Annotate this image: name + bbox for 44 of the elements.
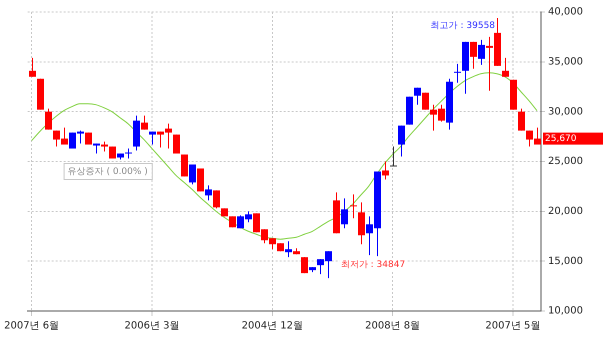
annotation: 최저가 : 34847 <box>340 260 406 270</box>
candlestick <box>189 164 196 185</box>
candlestick <box>101 141 108 152</box>
candlestick <box>422 92 429 110</box>
y-tick-label: 35,000 <box>548 56 583 68</box>
candlestick <box>470 41 477 70</box>
annotation: 최고가 : 39558 <box>430 20 496 31</box>
x-tick-label: 2004년 12월 <box>242 320 303 332</box>
candlestick <box>358 202 365 245</box>
x-tick-label: 2008년 8월 <box>365 320 420 332</box>
candlestick <box>125 148 132 160</box>
candlestick <box>93 143 100 154</box>
candlestick <box>285 240 292 258</box>
text: 25,670 <box>545 134 577 144</box>
y-tick-label: 10,000 <box>548 306 583 317</box>
x-tick-label: 2007년 6월 <box>4 320 60 332</box>
candlestick <box>398 125 405 158</box>
candlestick <box>213 190 220 209</box>
candlestick <box>478 39 485 66</box>
y-tick-label: 30,000 <box>548 106 583 118</box>
x-tick-label: 2007년 5월 <box>485 320 540 332</box>
candlestick <box>149 131 156 146</box>
candlestick <box>141 115 148 130</box>
candlestick <box>454 63 461 84</box>
candlestick <box>382 161 389 180</box>
candlestick <box>350 194 357 219</box>
x-tick-label: 2006년 3월 <box>124 320 180 332</box>
candlestick <box>502 57 509 78</box>
candlestick <box>197 168 204 192</box>
candlestick <box>518 108 525 132</box>
y-tick-label: 20,000 <box>548 206 583 217</box>
candlestick <box>390 146 397 166</box>
y-tick-label: 40,000 <box>548 6 583 18</box>
candlestick <box>45 108 52 130</box>
candlestick <box>29 57 36 78</box>
candlestick <box>341 198 348 229</box>
y-tick-label: 25,000 <box>548 156 583 168</box>
candlestick <box>173 134 180 154</box>
candlestick <box>301 256 308 274</box>
candlestick <box>181 154 188 177</box>
candlestick <box>205 184 212 201</box>
annotation: 유상증자 ( 0.00% ) <box>68 166 148 177</box>
candlestick <box>414 87 421 106</box>
y-tick-label: 15,000 <box>548 256 583 267</box>
